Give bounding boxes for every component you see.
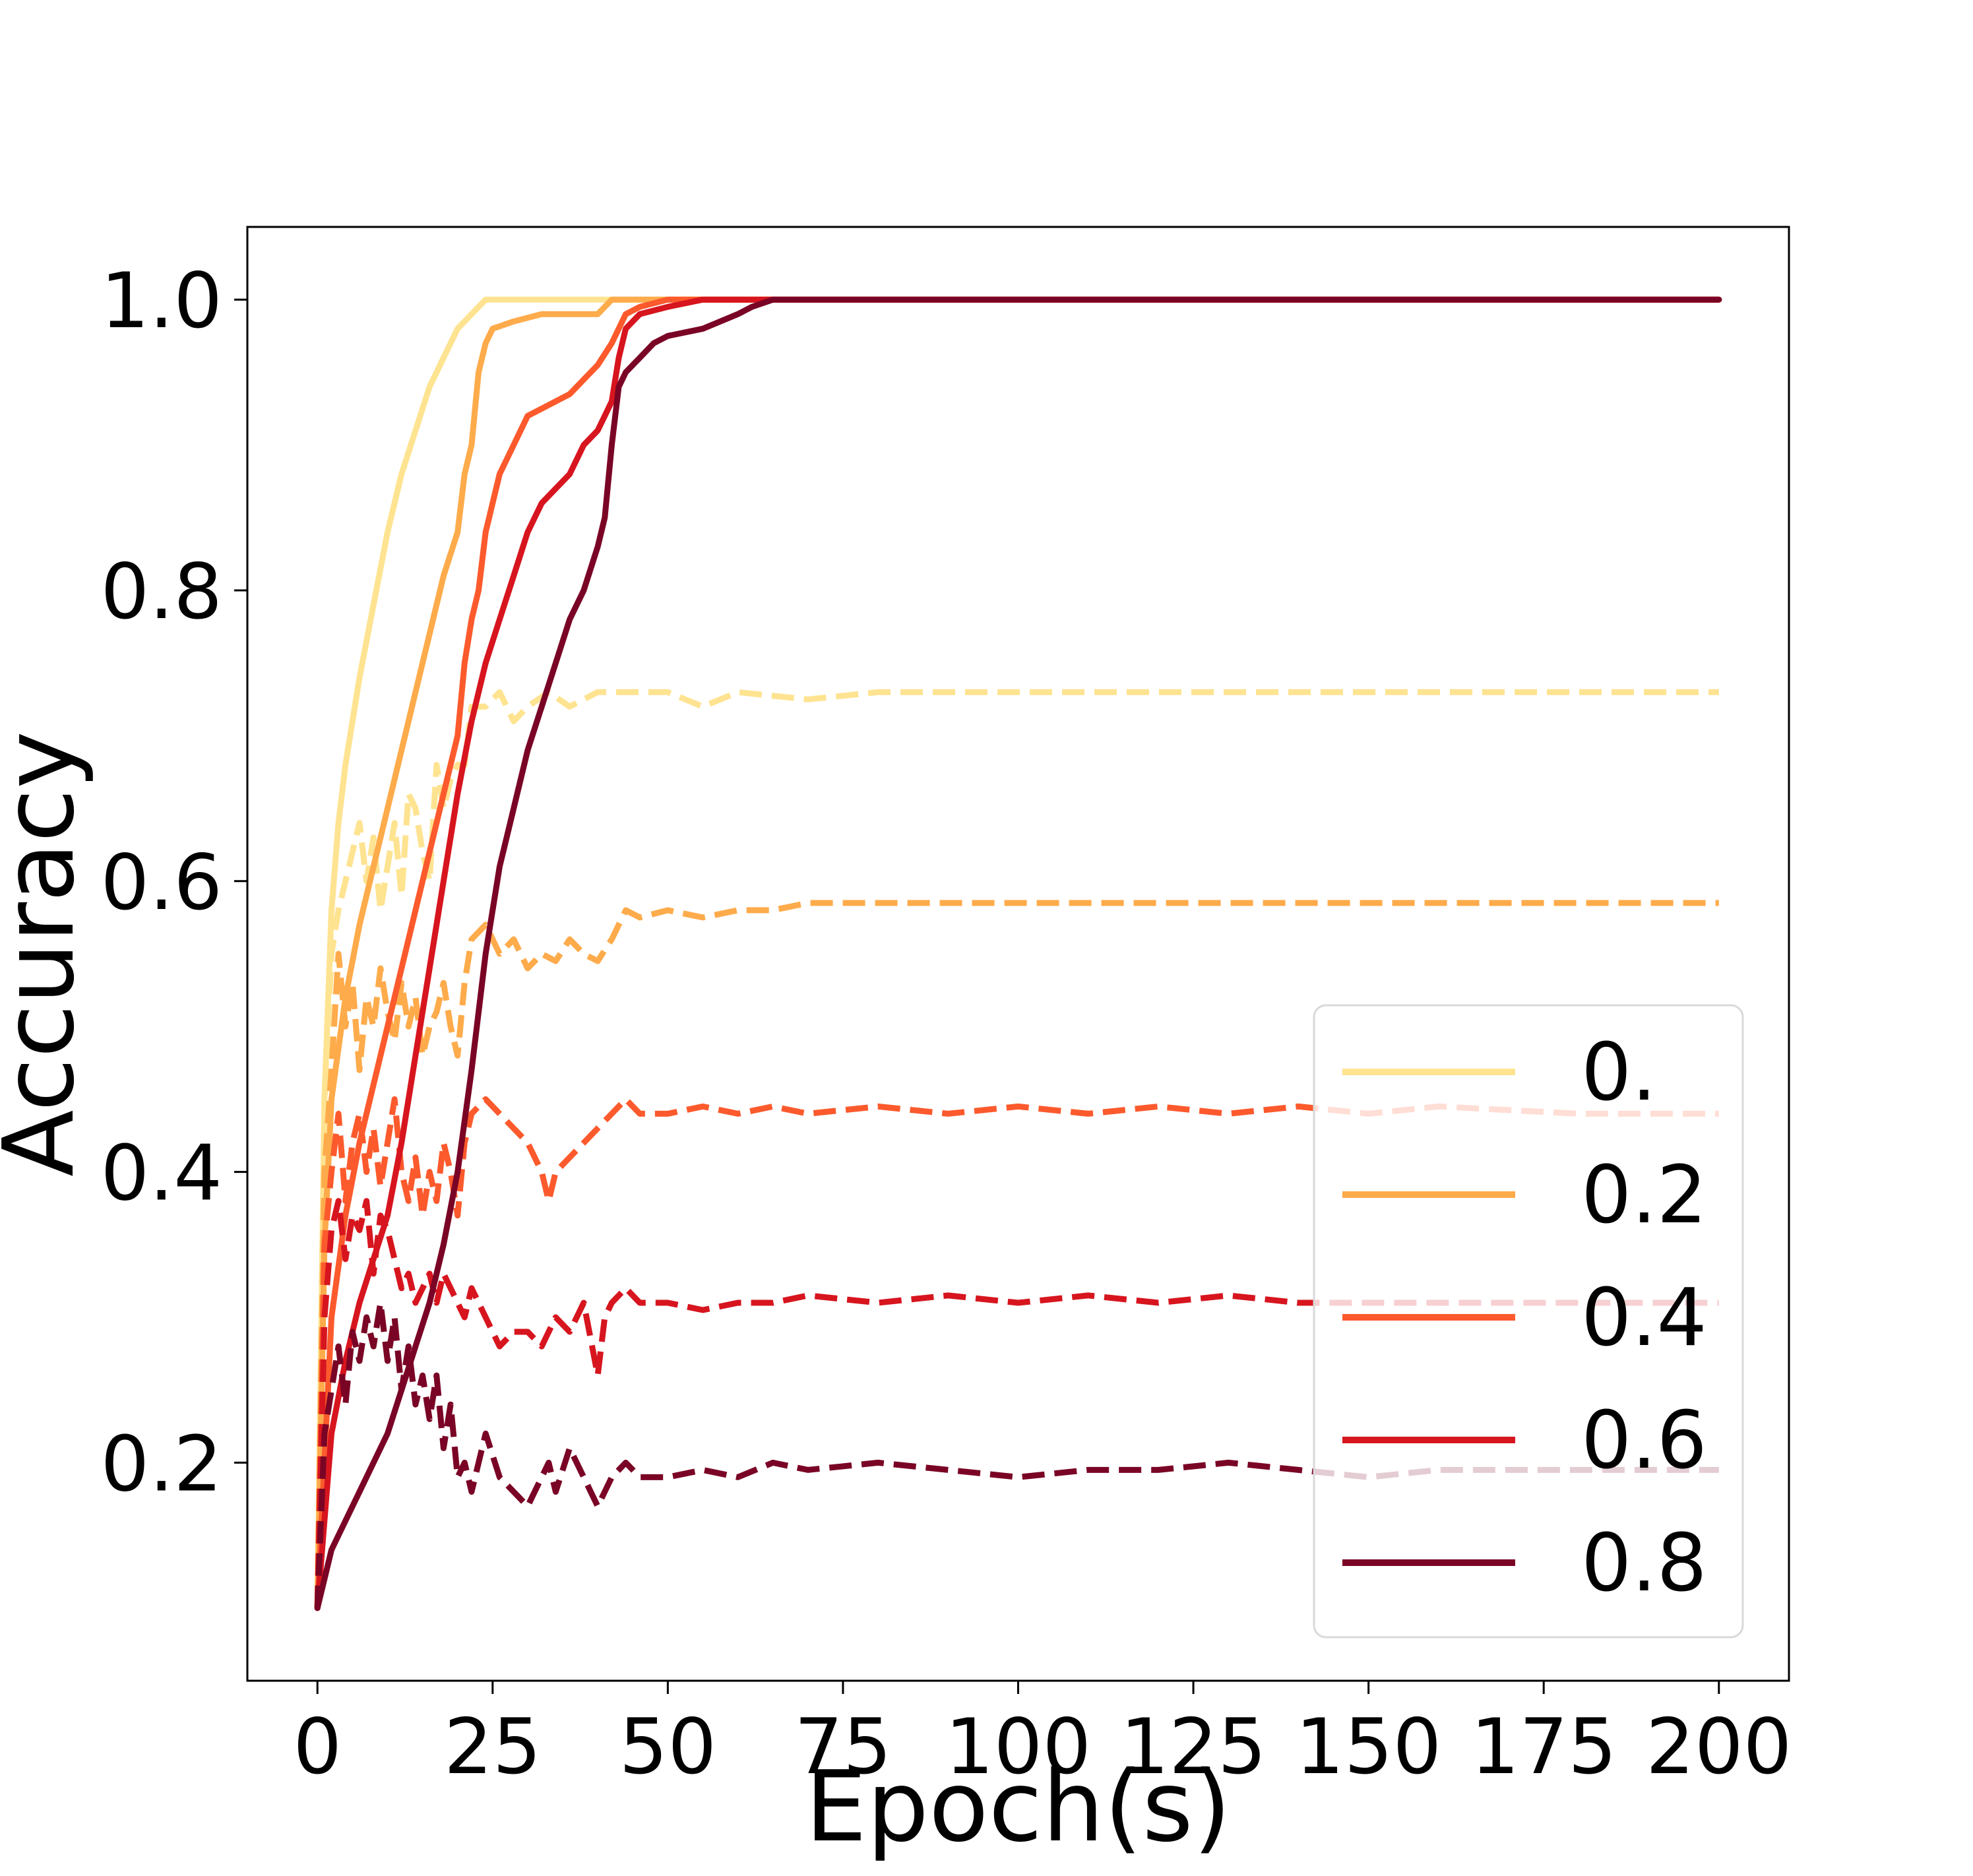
x-tick-label: 25	[444, 1703, 542, 1792]
test-accuracy-line	[314, 1096, 1719, 1608]
x-tick-label: 125	[1120, 1703, 1266, 1792]
legend: 0. 0.2 0.4 0.6 0.8	[1313, 1004, 1744, 1639]
y-tick-label: 1.0	[101, 257, 222, 346]
test-accuracy-line	[314, 900, 1719, 1608]
series-0.6	[314, 296, 1722, 1611]
y-tick-label: 0.6	[101, 838, 222, 927]
legend-label: 0.2	[1581, 1150, 1707, 1241]
y-axis-ticks: 0.2 0.4 0.6 0.8 1.0	[101, 257, 247, 1509]
x-tick-label: 100	[945, 1703, 1091, 1792]
y-tick-label: 0.2	[101, 1420, 222, 1509]
x-tick-label: 75	[794, 1703, 892, 1792]
legend-label: 0.6	[1581, 1395, 1707, 1487]
x-axis-ticks: 0 25 50 75 100 125 150 175 200	[293, 1681, 1792, 1792]
train-accuracy-line	[314, 296, 1722, 1611]
series-0.2	[314, 296, 1722, 1611]
series-layer	[314, 296, 1722, 1611]
x-tick-label: 175	[1470, 1703, 1616, 1792]
series-0.8	[314, 296, 1722, 1611]
legend-label: 0.8	[1581, 1518, 1707, 1610]
series-0.4	[314, 296, 1722, 1611]
x-tick-label: 50	[619, 1703, 717, 1792]
train-accuracy-line	[314, 296, 1722, 1611]
x-tick-label: 200	[1646, 1703, 1792, 1792]
legend-label: 0.4	[1581, 1272, 1707, 1364]
x-tick-label: 150	[1296, 1703, 1441, 1792]
y-tick-label: 0.8	[101, 547, 222, 637]
legend-label: 0.	[1581, 1027, 1657, 1119]
x-axis-title: Epoch(s)	[805, 1750, 1232, 1863]
train-accuracy-line	[314, 296, 1722, 1611]
y-tick-label: 0.4	[101, 1129, 222, 1218]
legend-box	[1313, 1004, 1744, 1639]
y-axis-title: Accuracy	[0, 731, 96, 1177]
train-accuracy-line	[314, 296, 1722, 1611]
train-accuracy-line	[314, 296, 1722, 1611]
test-accuracy-line	[314, 1299, 1719, 1608]
x-tick-label: 0	[293, 1703, 342, 1792]
